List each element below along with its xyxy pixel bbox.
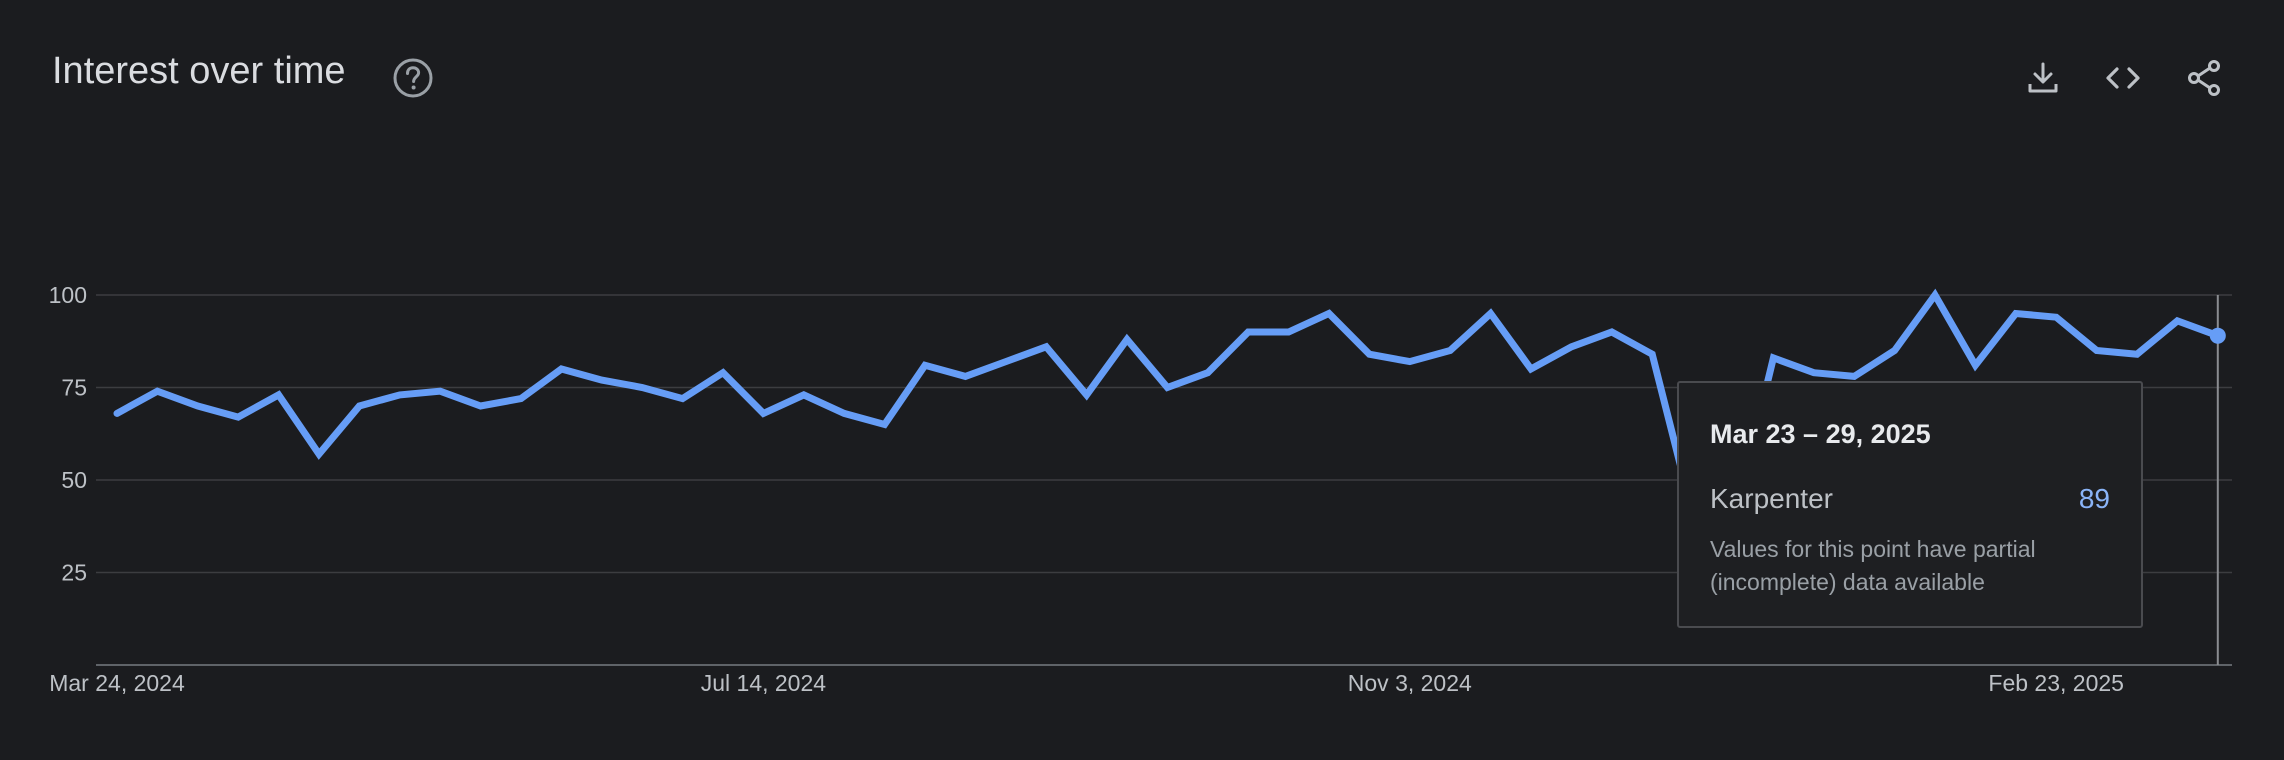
data-point [1528, 366, 1534, 372]
data-point [154, 388, 160, 394]
data-point [2094, 348, 2100, 354]
data-point [356, 403, 362, 409]
download-icon[interactable] [2023, 58, 2063, 98]
data-point [316, 451, 322, 457]
tooltip-series-name: Karpenter [1710, 483, 1833, 514]
data-point [1003, 359, 1009, 365]
data-point [1326, 311, 1332, 317]
data-point [599, 377, 605, 383]
data-point [478, 403, 484, 409]
highlighted-data-point [2209, 327, 2226, 344]
data-point [1447, 348, 1453, 354]
data-point [2053, 314, 2059, 320]
x-tick-label: Nov 3, 2024 [1348, 670, 1472, 696]
data-point [639, 385, 645, 391]
data-point [437, 388, 443, 394]
data-point [114, 410, 120, 416]
data-point [1811, 370, 1817, 376]
data-point [1851, 373, 1857, 379]
data-point [195, 403, 201, 409]
data-point [1488, 311, 1494, 317]
data-point [922, 362, 928, 368]
data-point [882, 422, 888, 428]
page-title: Interest over time [52, 50, 346, 92]
embed-code-icon[interactable] [2103, 58, 2143, 98]
data-point [397, 392, 403, 398]
tooltip-series-value: 89 [2078, 483, 2110, 514]
series-line-karpenter [113, 288, 2222, 529]
data-point [1084, 392, 1090, 398]
data-point [680, 396, 686, 402]
data-point [2013, 311, 2019, 317]
data-point [801, 392, 807, 398]
data-point [1407, 359, 1413, 365]
data-point [720, 370, 726, 376]
data-point [841, 410, 847, 416]
data-point [276, 392, 282, 398]
help-icon[interactable] [393, 58, 433, 98]
x-tick-label: Feb 23, 2025 [1988, 670, 2124, 696]
data-point [1043, 344, 1049, 350]
y-tick-label: 25 [61, 560, 87, 586]
data-point [1205, 370, 1211, 376]
data-point [1245, 329, 1251, 335]
y-tick-label: 75 [61, 375, 87, 401]
data-point [1932, 292, 1938, 298]
data-point [1609, 329, 1615, 335]
data-point [962, 373, 968, 379]
data-point [1892, 348, 1898, 354]
data-point [1770, 355, 1776, 361]
x-tick-label: Jul 14, 2024 [701, 670, 827, 696]
data-point [760, 410, 766, 416]
x-tick-label: Mar 24, 2024 [49, 670, 185, 696]
data-point [2134, 351, 2140, 357]
tooltip-date: Mar 23 – 29, 2025 [1710, 419, 1931, 449]
data-point [1164, 385, 1170, 391]
data-point-tooltip: Mar 23 – 29, 2025 Karpenter 89 Values fo… [1677, 381, 2143, 628]
data-point [235, 414, 241, 420]
tooltip-partial-data-note: Values for this point have partial (inco… [1710, 536, 2036, 595]
data-point [1286, 329, 1292, 335]
share-icon[interactable] [2184, 58, 2224, 98]
data-point [1649, 351, 1655, 357]
data-point [1568, 344, 1574, 350]
y-tick-label: 50 [61, 467, 87, 493]
data-point [1972, 362, 1978, 368]
data-point [2174, 318, 2180, 324]
data-point [518, 396, 524, 402]
data-point [1124, 336, 1130, 342]
data-point [1366, 351, 1372, 357]
y-tick-label: 100 [49, 282, 87, 308]
data-point [558, 366, 564, 372]
